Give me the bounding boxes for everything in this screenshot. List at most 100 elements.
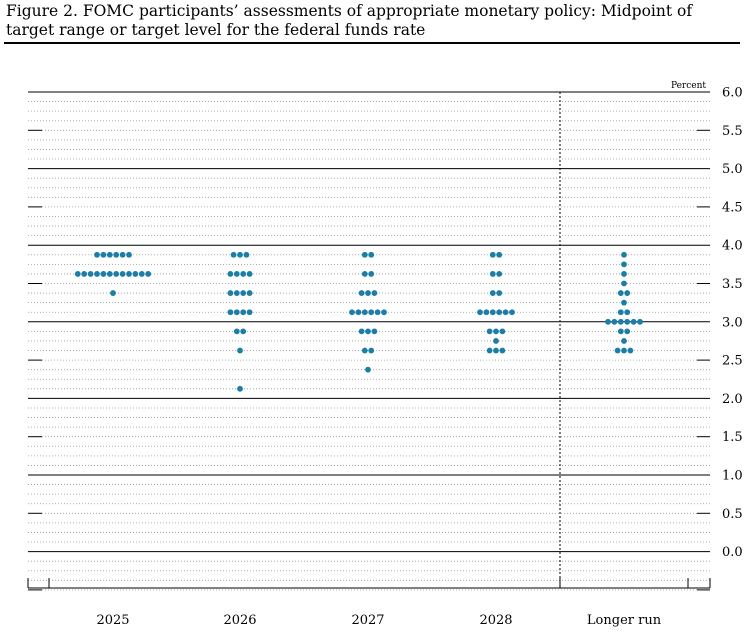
participant-dot [489,309,496,316]
x-category-label: 2025 [96,613,129,628]
participant-dot [365,328,371,335]
participant-dot [496,290,503,296]
participant-dot [374,309,381,316]
participant-dot [371,290,378,296]
y-tick-label: 3.0 [722,315,743,330]
participant-dot [94,271,100,277]
participant-dot [368,271,375,277]
participant-dot [368,347,375,354]
participant-dot [106,251,113,258]
participant-dot [368,309,375,316]
participant-dot [126,251,132,258]
participant-dot [361,347,368,354]
participant-dot [227,271,234,277]
participant-dot [621,338,627,344]
y-tick-label: 2.0 [722,392,743,407]
participant-dot [621,261,627,268]
participant-dot [237,385,243,392]
participant-dot [621,251,627,258]
participant-dot [358,328,365,335]
participant-dot [233,271,240,277]
participant-dot [493,328,499,335]
x-category-label: 2026 [223,613,256,628]
participant-dot [611,318,618,325]
participant-dot [496,271,503,277]
participant-dot [496,251,503,258]
y-tick-label: 6.0 [722,86,743,101]
y-tick-label: 5.5 [722,124,743,139]
participant-dot [365,290,371,296]
participant-dot [233,309,240,316]
participant-dot [630,318,637,325]
participant-dot [502,309,509,316]
participant-dot [94,251,100,258]
dots [74,251,643,392]
participant-dot [119,251,126,258]
participant-dot [617,318,624,325]
participant-dot [240,309,247,316]
participant-dot [621,280,627,287]
participant-dot [493,347,499,354]
participant-dot [617,290,624,296]
y-tick-label: 3.5 [722,277,743,292]
participant-dot [230,251,237,258]
y-tick-label: 4.5 [722,200,743,215]
participant-dot [617,328,624,335]
participant-dot [81,271,88,277]
participant-dot [381,309,387,316]
participant-dot [227,290,234,296]
participant-dot [113,251,120,258]
participant-dot [617,309,624,316]
x-category-label: 2027 [351,613,384,628]
participant-dot [233,328,240,335]
participant-dot [624,290,631,296]
participant-dot [240,290,247,296]
participant-dot [240,271,247,277]
participant-dot [486,328,493,335]
participant-dot [365,366,371,373]
participant-dot [145,271,152,277]
title-rule [4,42,740,44]
unit-label: Percent [671,81,706,91]
y-tick-label: 5.0 [722,162,743,177]
participant-dot [493,338,499,344]
y-tick-label: 1.5 [722,430,743,445]
participant-dot [489,271,496,277]
participant-dot [605,318,611,325]
participant-dot [138,271,145,277]
participant-dot [237,347,243,354]
participant-dot [243,251,250,258]
participant-dot [246,271,253,277]
participant-dot [483,309,490,316]
y-tick-label: 0.0 [722,545,743,560]
grid-lines [28,91,710,591]
axes: 0.0 0.5 1.0 1.5 2.0 2.5 3.0 3.5 4.0 4.5 5.0 5.5 6.0 2… [27,86,743,628]
participant-dot [349,309,355,316]
participant-dot [119,271,126,277]
participant-dot [126,271,132,277]
participant-dot [246,290,253,296]
participant-dot [614,347,621,354]
participant-dot [237,251,243,258]
participant-dot [499,328,506,335]
participant-dot [496,309,503,316]
participant-dot [637,318,643,325]
participant-dot [368,251,375,258]
participant-dot [624,309,631,316]
participant-dot [240,328,247,335]
participant-dot [87,271,94,277]
participant-dot [113,271,120,277]
participant-dot [499,347,506,354]
participant-dot [486,347,493,354]
participant-dot [489,290,496,296]
participant-dot [132,271,139,277]
x-category-label: 2028 [479,613,512,628]
participant-dot [371,328,378,335]
participant-dot [621,271,627,277]
participant-dot [100,271,107,277]
y-tick-label: 4.0 [722,239,743,254]
participant-dot [246,309,253,316]
participant-dot [358,290,365,296]
participant-dot [227,309,234,316]
